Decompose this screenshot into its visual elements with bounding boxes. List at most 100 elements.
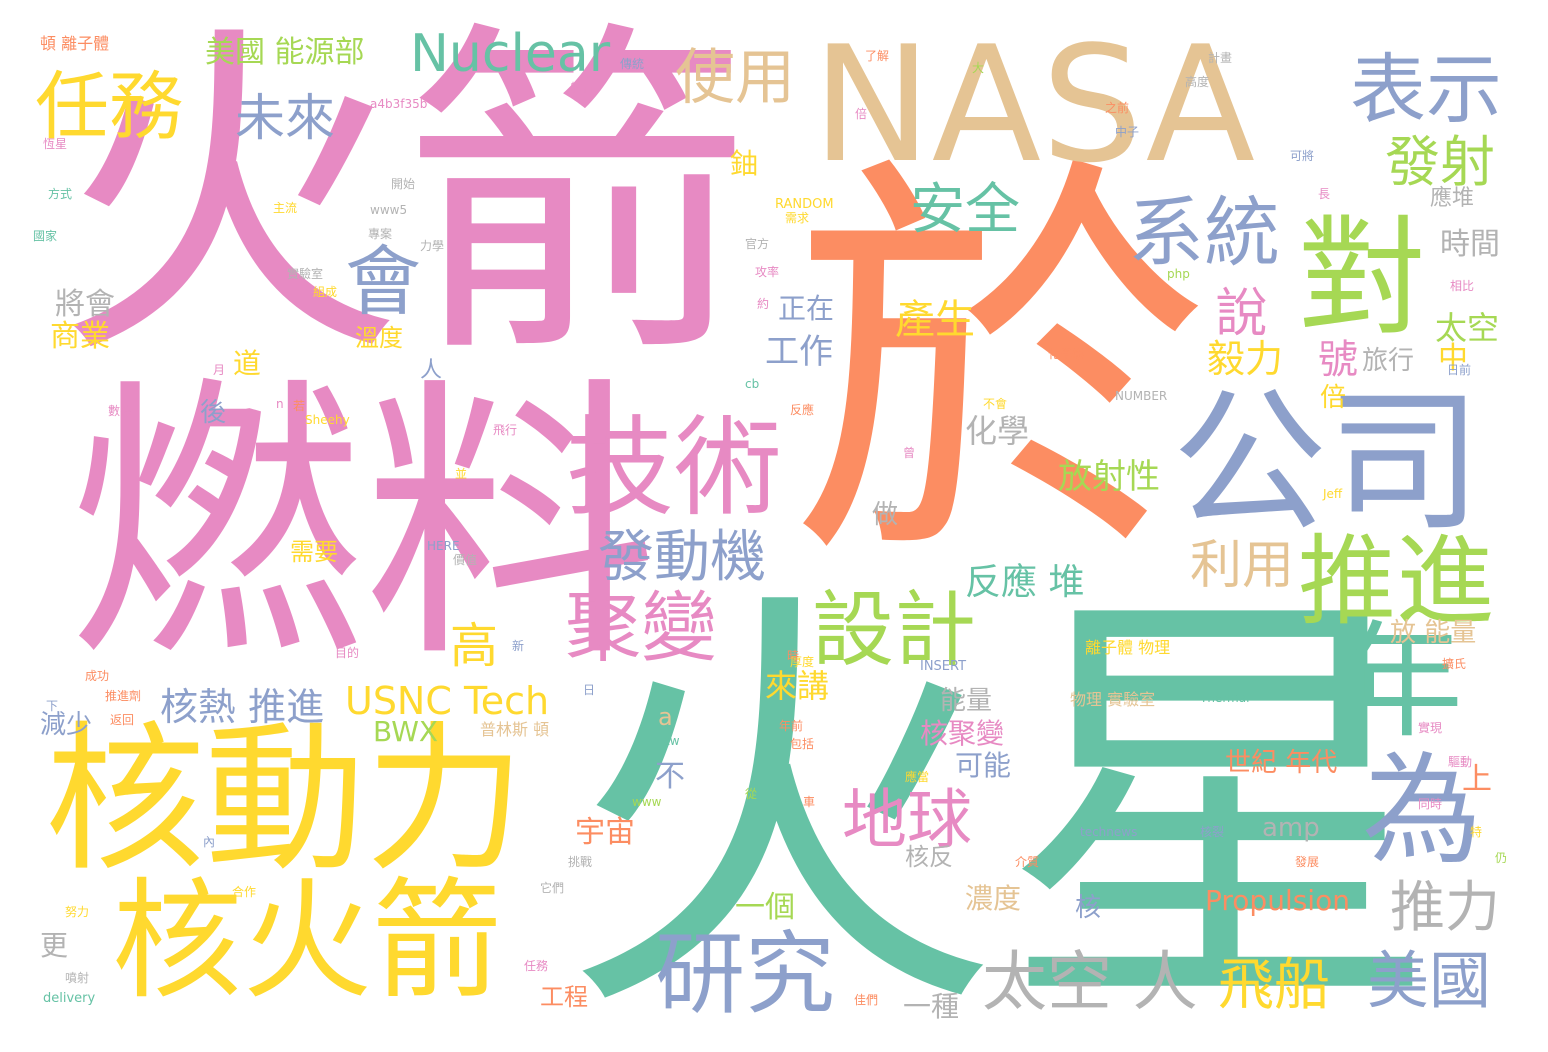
word-te: 特 [1470,825,1483,839]
word-insert: INSERT [920,659,967,674]
word-hao: 號 [1318,337,1358,383]
word-chuantong: 傳統 [620,57,645,71]
word-xuqiu: 需求 [785,211,810,225]
word-yizhong: 一種 [903,990,960,1023]
word-random: RANDOM [775,197,834,212]
word-da: 大 [972,61,985,75]
word-kaishi: 開始 [391,177,416,191]
word-meiguo-big: 美國 [1367,944,1492,1017]
word-nuclear: Nuclear [410,24,611,84]
word-baokuo: 包括 [790,737,815,751]
word-you: 鈾 [730,147,759,180]
word-ren: 人 [420,358,443,383]
word-reng: 仍 [1495,851,1508,865]
word-che: 車 [803,795,816,809]
word-yanjiu: 研究 [655,922,835,1027]
word-xia: 下 [46,699,59,713]
word-sheehy: Sheehy [305,413,350,427]
word-shiji: 世紀 年代 [1225,748,1338,778]
word-feichuan: 飛船 [1218,953,1330,1018]
word-xin: 新 [512,639,525,653]
word-herehuijin: 核熱 推進 [160,685,325,729]
word-liaojie: 了解 [865,49,890,63]
word-hou: 後 [200,398,227,428]
word-biaoshi: 表示 [1350,45,1502,134]
word-hezuo: 合作 [232,885,257,899]
word-tiaozhan: 挑戰 [568,855,593,869]
word-technews: technews [1080,825,1138,839]
word-shuju: 數據 [108,404,133,418]
word-yingdang: 應當 [905,770,930,784]
word-helie: 核裂 [1200,825,1225,839]
word-shang: 上 [1462,762,1492,797]
word-usnc: USNC Tech [345,679,550,723]
word-nei: 內 [203,835,216,849]
word-bei: 倍 [1320,383,1347,413]
word-hejubian: 核聚變 [920,717,1005,750]
word-pulinsidun: 普林斯 頓 [480,720,550,739]
word-fanhui: 返回 [110,713,135,727]
word-laijiang: 來講 [765,667,830,705]
word-dui: 對 [1298,204,1427,353]
word-hedongli: 核動力 [45,706,526,893]
word-renwu-small: 任務 [524,959,549,973]
word-number: NUMBER [1115,389,1168,403]
word-php: php [1167,267,1190,281]
word-taikongren: 太空 人 [982,945,1198,1020]
word-anquan: 安全 [910,177,1021,241]
word-diqiu: 地球 [842,783,973,858]
word-mudi: 目的 [335,646,360,660]
word-hui: 會 [345,237,421,326]
word-jiezhi: 介質 [1015,855,1040,869]
word-jishu: 技術 [566,406,783,531]
word-zhong: 中 [1438,341,1468,376]
word-gongcheng: 工程 [540,983,588,1011]
word-chansheng: 產生 [895,297,975,343]
word-hehuojian: 核火箭 [112,865,503,1017]
word-cb: cb [745,377,760,391]
word-ceng: 曾 [903,446,916,460]
word-wulishiyanshi: 物理 實驗室 [1070,690,1156,709]
word-ri: 日 [583,683,596,697]
word-meiguonengyuanbu: 美國 能源部 [205,35,365,70]
word-lixue: 力學 [420,239,445,253]
word-here: HERE [427,539,460,553]
word-hengxing: 恆星 [43,137,68,151]
word-yige: 一個 [735,890,795,925]
word-nuli: 努力 [65,905,90,919]
word-fangnengliang: 放 能量 [1390,618,1477,648]
word-tw: tw [665,734,680,748]
word-ruo: 若 [293,399,306,413]
word-tuijin: 推進 [1298,525,1495,639]
word-xuyao: 需要 [290,538,338,566]
word-shi: 時 [787,649,800,663]
word-yuzhou: 宇宙 [575,815,635,850]
word-shiyong: 使用 [675,43,795,113]
word-guojia: 國家 [33,229,58,243]
word-thermal: Thermal [1200,691,1250,705]
word-zhengzai: 正在 [778,292,835,325]
word-sheji: 設計 [812,583,977,678]
word-dao: 道 [233,347,262,380]
word-riqian: 日前 [1447,363,1472,377]
word-bu: 不 [655,759,685,794]
word-shuo: 說 [1206,285,1266,337]
word-weilai: 未來 [235,89,335,147]
word-tongshi: 同時 [1418,797,1443,811]
word-shangye: 商業 [50,319,110,354]
word-gao: 高 [441,620,497,668]
word-nian: 年 [1338,610,1463,755]
word-chang: 長 [1318,187,1331,201]
word-chenggong: 成功 [85,669,110,683]
word-n: n [276,397,284,411]
word-wendu: 溫度 [355,324,403,352]
word-nianqian: 年前 [779,719,804,733]
word-gonglv: 攻率 [755,265,780,279]
word-fadongji: 發動機 [598,525,766,590]
word-hefan: 核反 [905,843,953,871]
word-yili: 毅力 [1207,337,1284,381]
word-lizitiwuli: 離子體 物理 [1085,638,1171,657]
word-keneng: 可能 [955,749,1012,782]
word-kuoshi: 擴氏 [1442,657,1467,671]
word-tuili: 推力 [1390,875,1501,939]
